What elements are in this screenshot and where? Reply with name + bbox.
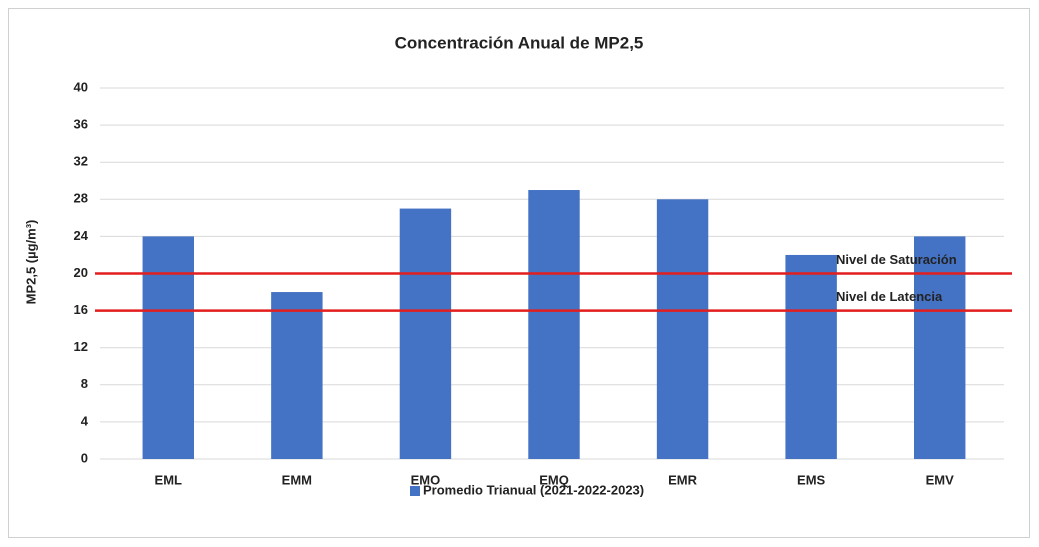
y-tick-label: 24 bbox=[74, 228, 89, 243]
y-tick-label: 16 bbox=[74, 302, 88, 317]
legend-label: Promedio Trianual (2021-2022-2023) bbox=[423, 482, 644, 497]
bar bbox=[785, 254, 837, 459]
chart-title: Concentración Anual de MP2,5 bbox=[395, 33, 644, 52]
y-tick-label: 36 bbox=[74, 117, 88, 132]
bar bbox=[914, 236, 966, 459]
x-tick-label: EMM bbox=[282, 472, 312, 487]
y-tick-label: 40 bbox=[74, 79, 88, 94]
legend-swatch bbox=[410, 486, 420, 496]
bar bbox=[528, 190, 580, 459]
y-tick-label: 20 bbox=[74, 265, 88, 280]
bar bbox=[656, 199, 709, 460]
y-tick-label: 28 bbox=[74, 191, 88, 206]
y-tick-label: 4 bbox=[81, 413, 89, 428]
bar bbox=[399, 208, 452, 459]
x-tick-label: EML bbox=[155, 472, 183, 487]
y-tick-label: 8 bbox=[81, 376, 88, 391]
x-tick-label: EMQ bbox=[539, 472, 569, 487]
bar bbox=[271, 292, 323, 459]
x-tick-label: EMV bbox=[926, 472, 955, 487]
reference-label: Nivel de Latencia bbox=[836, 289, 943, 304]
x-tick-label: EMO bbox=[411, 472, 441, 487]
y-tick-label: 32 bbox=[74, 154, 88, 169]
y-tick-label: 12 bbox=[74, 339, 88, 354]
y-tick-label: 0 bbox=[81, 450, 88, 465]
x-tick-label: EMR bbox=[668, 472, 698, 487]
reference-label: Nivel de Saturación bbox=[836, 252, 957, 267]
y-axis-label: MP2,5 (µg/m³) bbox=[23, 220, 38, 305]
bar bbox=[142, 236, 194, 459]
x-tick-label: EMS bbox=[797, 472, 826, 487]
